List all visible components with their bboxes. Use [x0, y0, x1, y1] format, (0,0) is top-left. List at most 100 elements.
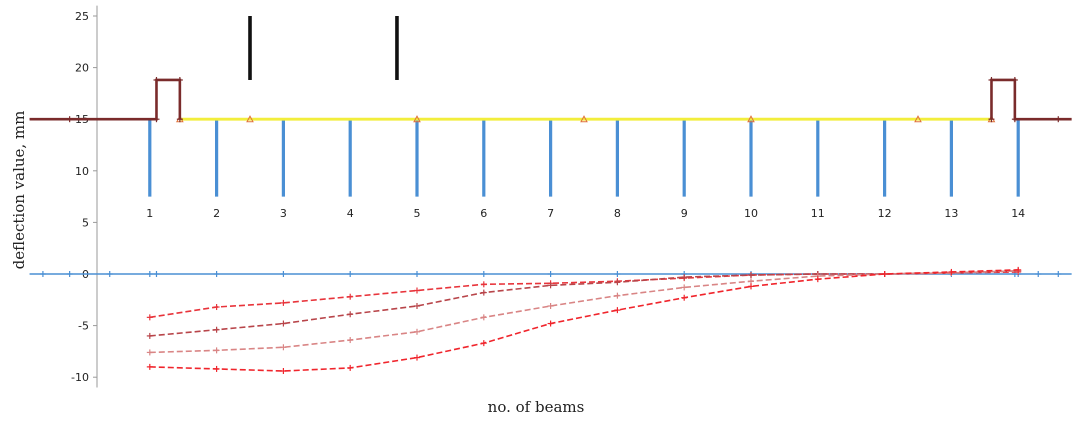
- y-tick-label: -5: [78, 320, 89, 333]
- series-point: [614, 307, 621, 314]
- baseline-marker: [547, 271, 554, 277]
- series-point: [213, 365, 220, 372]
- deck-line: [176, 115, 996, 123]
- series-point: [681, 274, 688, 281]
- beam-number-label: 10: [744, 207, 758, 220]
- series-point: [280, 320, 287, 327]
- series-point: [547, 282, 554, 289]
- series-line: [149, 271, 1019, 319]
- series-4: [146, 266, 1022, 375]
- beam-number-label: 14: [1011, 207, 1025, 220]
- series-point: [280, 344, 287, 351]
- deck-marker: [747, 115, 755, 123]
- series-point: [347, 311, 354, 318]
- y-tick-label: 20: [75, 62, 89, 75]
- series-point: [681, 294, 688, 301]
- series-point: [681, 284, 688, 291]
- series-point: [547, 320, 554, 327]
- baseline-marker: [153, 271, 160, 277]
- beam-number-label: 6: [480, 207, 487, 220]
- beam-number-label: 4: [347, 207, 354, 220]
- deck-marker: [246, 115, 254, 123]
- series-point: [881, 271, 888, 277]
- baseline-marker: [1055, 271, 1062, 277]
- baseline-marker: [614, 271, 621, 277]
- support-marker: [176, 76, 183, 83]
- series-line: [149, 269, 1019, 372]
- beam-lines: [148, 119, 1020, 197]
- series-point: [146, 349, 153, 356]
- baseline-marker: [213, 271, 220, 277]
- series-point: [347, 293, 354, 300]
- series-point: [748, 278, 754, 285]
- series-point: [146, 332, 153, 339]
- baseline-marker: [146, 271, 153, 277]
- series-point: [146, 314, 153, 321]
- series-point: [547, 302, 554, 309]
- series-point: [480, 314, 487, 321]
- y-tick-label: 10: [75, 165, 89, 178]
- support-left: [29, 78, 182, 121]
- series-point: [347, 364, 354, 371]
- series-point: [414, 302, 420, 309]
- y-tick-label: 25: [75, 10, 89, 23]
- x-axis-label: no. of beams: [487, 398, 585, 416]
- y-tick-label: -10: [71, 371, 89, 384]
- series-point: [814, 276, 821, 283]
- beam-number-labels: 1 2 3 4 5 6 7 8 9 10 11 12 13 14: [146, 207, 1025, 220]
- deck-marker: [914, 115, 922, 123]
- series-line: [149, 270, 1019, 337]
- series-point: [480, 289, 487, 296]
- support-marker: [66, 116, 73, 123]
- series-point: [414, 328, 420, 335]
- series-point: [614, 292, 621, 299]
- series-point: [480, 340, 487, 347]
- support-marker: [988, 76, 995, 83]
- support-marker: [153, 116, 160, 123]
- beam-number-label: 9: [681, 207, 688, 220]
- series-point: [213, 304, 220, 311]
- series-point: [414, 354, 420, 361]
- beam-number-label: 11: [811, 207, 825, 220]
- series-1: [146, 268, 1022, 321]
- support-marker: [1011, 76, 1018, 83]
- beam-number-label: 3: [280, 207, 287, 220]
- support-lines: [29, 76, 1072, 123]
- series-point: [614, 279, 621, 286]
- series-point: [280, 368, 287, 375]
- baseline-marker: [1035, 271, 1042, 277]
- beam-number-label: 8: [614, 207, 621, 220]
- load-lines: [248, 16, 399, 80]
- support-marker: [1011, 116, 1018, 123]
- baseline-marker: [347, 271, 354, 277]
- baseline-marker: [414, 271, 420, 277]
- series-point: [347, 337, 354, 344]
- series-point: [213, 326, 220, 333]
- series-line: [149, 270, 1019, 354]
- baseline-marker: [280, 271, 287, 277]
- deflection-series: [146, 266, 1022, 375]
- baseline-marker: [66, 271, 73, 277]
- support-marker: [153, 76, 160, 83]
- baseline-marker: [480, 271, 487, 277]
- beam-number-label: 12: [878, 207, 892, 220]
- beam-number-label: 5: [414, 207, 421, 220]
- beam-number-label: 1: [146, 207, 153, 220]
- y-axis-label: deflection value, mm: [10, 110, 28, 270]
- series-point: [480, 281, 487, 288]
- series-point: [748, 283, 754, 290]
- support-marker: [988, 116, 995, 123]
- deck-marker: [413, 115, 421, 123]
- series-point: [213, 347, 220, 354]
- y-axis: -10-50510152025: [71, 5, 98, 388]
- baseline-marker: [39, 271, 46, 277]
- series-point: [280, 299, 287, 306]
- series-3: [146, 267, 1022, 356]
- y-tick-label: 5: [82, 216, 89, 229]
- support-right: [990, 78, 1072, 121]
- series-point: [748, 272, 754, 279]
- series-point: [414, 287, 420, 294]
- series-point: [146, 363, 153, 370]
- deck-marker: [580, 115, 588, 123]
